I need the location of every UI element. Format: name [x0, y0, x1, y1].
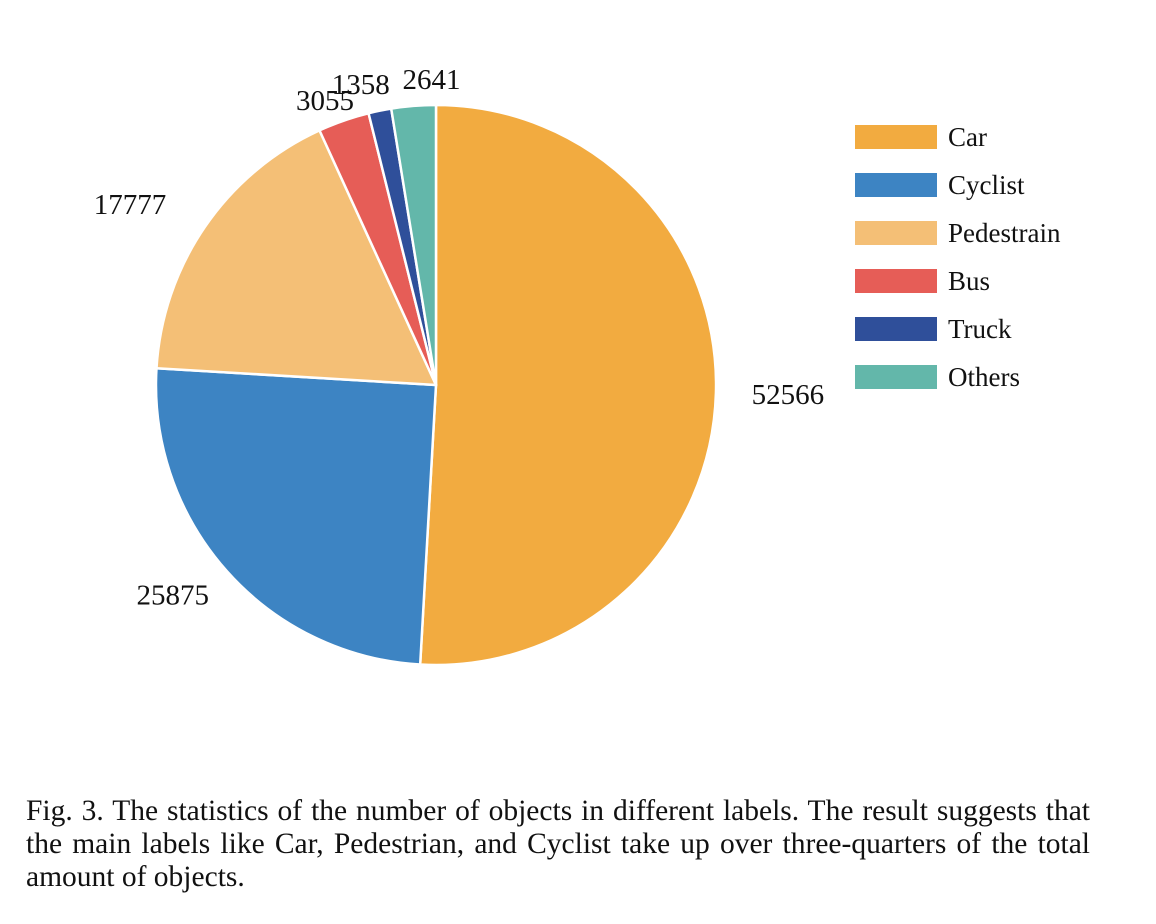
legend-swatch-cyclist	[855, 173, 937, 197]
legend-swatch-others	[855, 365, 937, 389]
data-label-cyclist: 25875	[136, 579, 209, 611]
legend-swatch-pedestrain	[855, 221, 937, 245]
legend-item-truck: Truck	[855, 305, 1135, 353]
pie-slices	[154, 103, 718, 667]
data-label-car: 52566	[752, 379, 825, 411]
pie-slice-car	[418, 103, 718, 667]
data-label-others: 2641	[403, 64, 461, 96]
pie-slice-pedestrain	[155, 129, 438, 387]
pie-slice-others	[389, 103, 438, 387]
pie-slice-cyclist	[154, 366, 438, 666]
legend-swatch-car	[855, 125, 937, 149]
pie-chart: 52566 25875 17777 3055 1358 2641 Car Cyclist …	[94, 64, 1135, 667]
legend-label-pedestrain: Pedestrain	[948, 217, 1061, 248]
legend-item-others: Others	[855, 353, 1135, 401]
figure-caption: Fig. 3. The statistics of the number of …	[26, 795, 1090, 893]
legend-item-cyclist: Cyclist	[855, 161, 1135, 209]
legend-item-pedestrain: Pedestrain	[855, 209, 1135, 257]
data-label-bus: 3055	[296, 85, 354, 117]
legend-label-others: Others	[948, 361, 1020, 392]
legend-swatch-bus	[855, 269, 937, 293]
data-label-truck: 1358	[332, 69, 390, 101]
legend-label-bus: Bus	[948, 265, 991, 296]
legend: Car Cyclist Pedestrain Bus Truck Others	[855, 113, 1135, 401]
legend-item-bus: Bus	[855, 257, 1135, 305]
legend-swatch-truck	[855, 317, 937, 341]
legend-item-car: Car	[855, 113, 1135, 161]
data-label-pedestrain: 17777	[94, 189, 167, 221]
legend-label-car: Car	[948, 121, 987, 152]
legend-label-cyclist: Cyclist	[948, 169, 1025, 200]
legend-label-truck: Truck	[948, 313, 1012, 344]
